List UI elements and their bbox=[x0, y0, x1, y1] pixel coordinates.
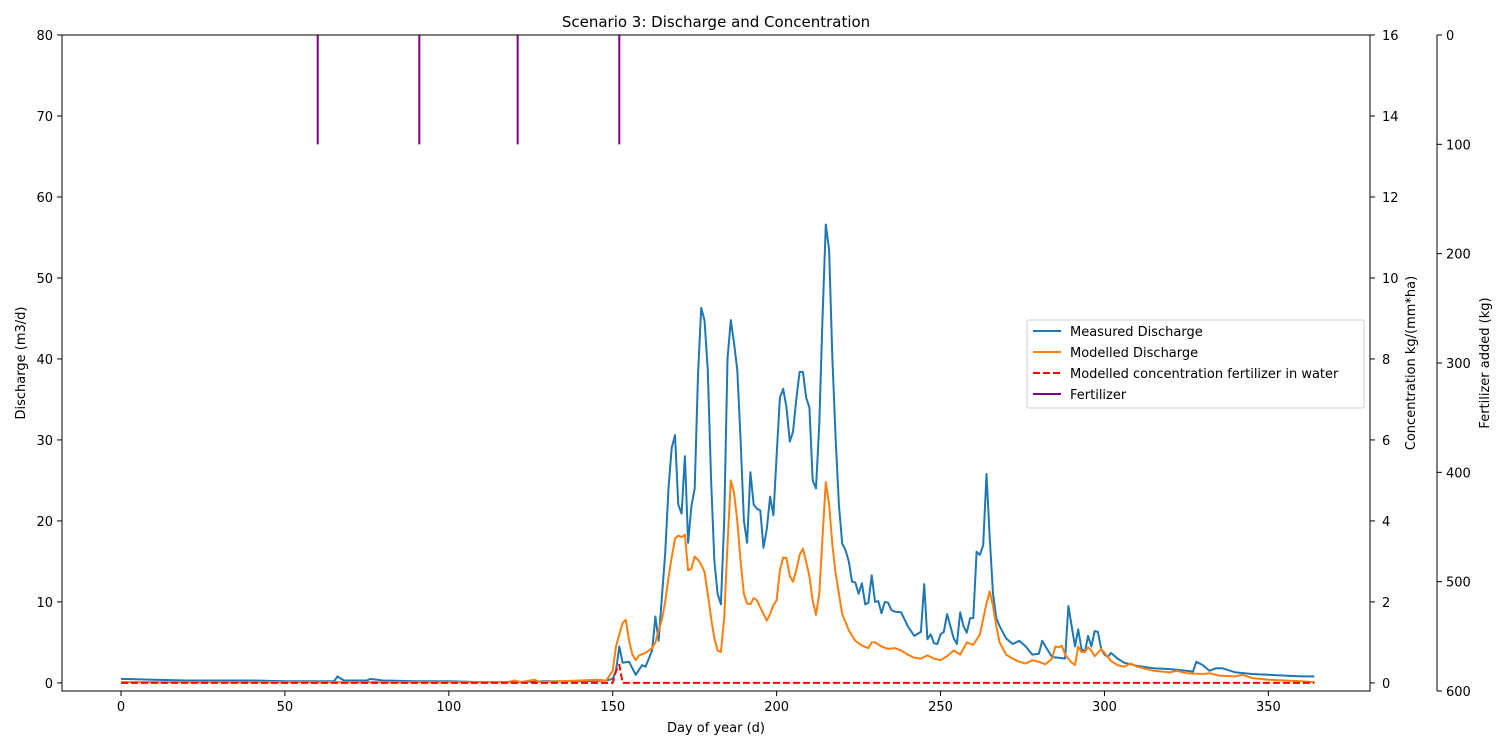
y-right-tick-label: 6 bbox=[1382, 434, 1390, 449]
y-tick-label: 50 bbox=[36, 272, 53, 287]
y-tick-label: 20 bbox=[36, 515, 53, 530]
y-tick-label: 0 bbox=[45, 677, 53, 692]
x-axis-label: Day of year (d) bbox=[667, 721, 765, 736]
series-line-measured-discharge bbox=[120, 223, 1315, 684]
y-right2-tick-label: 600 bbox=[1446, 685, 1471, 700]
y-right2-tick-label: 300 bbox=[1446, 357, 1471, 372]
y-axis-right-ticks: 0 2 4 6 8 10 12 14 16 bbox=[1370, 29, 1399, 692]
y-axis-right2-label: Fertilizer added (kg) bbox=[1478, 297, 1493, 428]
x-tick-label: 250 bbox=[928, 700, 953, 715]
y-tick-label: 80 bbox=[36, 29, 53, 44]
x-tick-label: 50 bbox=[277, 700, 294, 715]
x-tick-label: 150 bbox=[600, 700, 625, 715]
series-line-modelled-concentration-fertilizer-in-water bbox=[121, 663, 1315, 684]
y-tick-label: 10 bbox=[36, 596, 53, 611]
y-tick-label: 70 bbox=[36, 110, 53, 125]
legend-label-measured: Measured Discharge bbox=[1070, 325, 1203, 340]
y-right2-tick-label: 400 bbox=[1446, 466, 1471, 481]
plot-frame bbox=[61, 34, 1371, 692]
y-right-tick-label: 10 bbox=[1382, 272, 1399, 287]
legend-label-modelled: Modelled Discharge bbox=[1070, 346, 1198, 361]
y-right-tick-label: 8 bbox=[1382, 353, 1390, 368]
x-tick-label: 200 bbox=[764, 700, 789, 715]
y-right-tick-label: 12 bbox=[1382, 191, 1399, 206]
y-right2-tick-label: 100 bbox=[1446, 138, 1471, 153]
y-tick-label: 60 bbox=[36, 191, 53, 206]
y-right-tick-label: 2 bbox=[1382, 596, 1390, 611]
x-tick-label: 300 bbox=[1092, 700, 1117, 715]
plot-area bbox=[61, 34, 1371, 692]
legend-box bbox=[1026, 319, 1365, 409]
y-axis-left-label: Discharge (m3/d) bbox=[14, 307, 29, 420]
chart-title: Scenario 3: Discharge and Concentration bbox=[562, 13, 870, 31]
series-line-modelled-discharge bbox=[121, 479, 1315, 684]
y-tick-label: 30 bbox=[36, 434, 53, 449]
y-right2-tick-label: 200 bbox=[1446, 248, 1471, 263]
y-right2-tick-label: 0 bbox=[1446, 29, 1454, 44]
y-right-tick-label: 0 bbox=[1382, 677, 1390, 692]
x-tick-label: 100 bbox=[436, 700, 461, 715]
y-right-tick-label: 4 bbox=[1382, 515, 1390, 530]
legend-label-fertilizer: Fertilizer bbox=[1070, 388, 1127, 403]
x-tick-label: 0 bbox=[117, 700, 125, 715]
legend-label-concentration: Modelled concentration fertilizer in wat… bbox=[1070, 367, 1339, 382]
y-right-tick-label: 14 bbox=[1382, 110, 1399, 125]
y-right2-tick-label: 500 bbox=[1446, 576, 1471, 591]
y-axis-right2-ticks: 0 100 200 300 400 500 600 bbox=[1436, 29, 1471, 700]
y-tick-label: 40 bbox=[36, 353, 53, 368]
x-axis-ticks: 0 50 100 150 200 250 300 350 bbox=[117, 691, 1281, 715]
y-axis-right-label: Concentration kg/(mm*ha) bbox=[1404, 276, 1419, 450]
y-axis-left-ticks: 0 10 20 30 40 50 60 70 80 bbox=[36, 29, 62, 692]
y-right-tick-label: 16 bbox=[1382, 29, 1399, 44]
x-tick-label: 350 bbox=[1256, 700, 1281, 715]
legend: Measured Discharge Modelled Discharge Mo… bbox=[1026, 319, 1365, 409]
